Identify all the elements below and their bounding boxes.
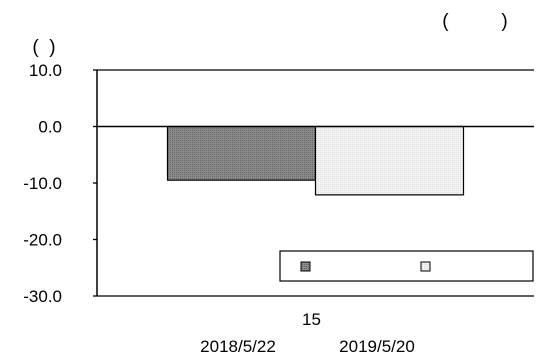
- legend-swatch-1: [300, 261, 311, 272]
- plot-area: 10.0 0.0 -10.0 -20.0 -30.0 15 2018/5/22 2019/5/…: [23, 61, 534, 356]
- y-tick-label: -20.0: [23, 231, 62, 250]
- bar-2019-5-20: [314, 125, 465, 196]
- chart-title: ( ): [442, 11, 507, 32]
- y-axis-unit-label: ( ): [32, 37, 55, 58]
- y-tick-label: 0.0: [38, 118, 62, 137]
- series-label-1: 2018/5/22: [200, 337, 276, 356]
- y-tick-label: -10.0: [23, 174, 62, 193]
- x-category-label: 15: [302, 310, 321, 329]
- legend-swatch-2: [420, 261, 431, 272]
- legend-box: [279, 250, 534, 282]
- y-tick-label: 10.0: [29, 61, 62, 80]
- y-tick-label: -30.0: [23, 287, 62, 306]
- bar-2018-5-22: [166, 125, 317, 181]
- series-label-2: 2019/5/20: [339, 337, 415, 356]
